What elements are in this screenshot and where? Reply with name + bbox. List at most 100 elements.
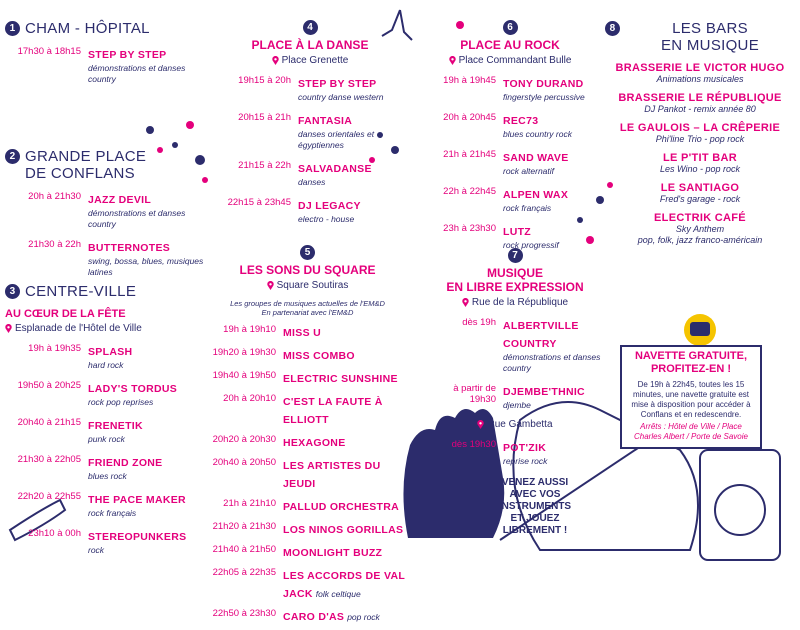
program-item: 21h à 21h10 PALLUD ORCHESTRA [200,497,415,515]
program-item: 19h à 19h10 MISS U [200,323,415,341]
act-description: blues rock [88,471,127,481]
pin-icon [448,56,456,65]
venue: Rue Gambetta [420,419,610,430]
act: SAND WAVE rock alternatif [503,148,569,177]
act: STEP BY STEP country danse western [298,74,384,103]
section-header: 8 LES BARS EN MUSIQUE [605,20,795,54]
program-item: 21h15 à 22h SALVADANSE danses [215,159,405,188]
pin-icon [266,281,274,290]
program-item: 19h40 à 19h50 ELECTRIC SUNSHINE [200,369,415,387]
shuttle-body: De 19h à 22h45, toutes les 15 minutes, u… [631,380,751,419]
act: LADY'S TORDUS rock pop reprises [88,379,177,408]
bar-description: Animations musicales [656,74,744,84]
act-name: STEREOPUNKERS [88,531,187,543]
bar-description: Les Wino - pop rock [660,164,740,174]
act: DJEMBE'THNIC djembe [503,382,585,411]
act-description: country danse western [298,92,384,102]
act: JAZZ DEVIL démonstrations et danses count… [88,190,210,230]
section-number: 3 [5,284,20,299]
venue-name: Rue Gambetta [487,419,553,430]
program-item: 20h40 à 20h50 LES ARTISTES DU JEUDI [200,456,415,492]
program-item: 22h50 à 23h30 CARO D'AS pop rock [200,607,415,625]
program-item: 22h20 à 22h55 THE PACE MAKER rock français [5,490,210,519]
act-description: démonstrations et danses country [503,352,601,373]
venue-name: Rue de la République [471,297,569,308]
bar-description: Sky Anthem [675,224,725,234]
program-item: 19h à 19h45 TONY DURAND fingerstyle percus… [420,74,600,103]
pin-icon [5,324,12,333]
time: 20h40 à 20h50 [212,457,276,468]
act-description: pop rock [347,612,380,622]
program-item: 19h50 à 20h25 LADY'S TORDUS rock pop repri… [5,379,210,408]
title-line: CHAM - HÔPITAL [25,20,150,37]
program-item: 20h15 à 21h FANTASIA danses orientales et … [215,111,405,151]
act-description: fingerstyle percussive [503,92,585,102]
shuttle-stops: Arrêts : Hôtel de Ville / Place Charles … [634,422,748,441]
section-number: 2 [5,149,20,164]
section: 1 CHAM - HÔPITAL 17h30 à 18h15 STEP BY STEP… [5,20,210,93]
act-description: reprise rock [503,456,548,466]
act-name: FRENETIK [88,420,143,432]
act-name: FANTASIA [298,115,353,127]
act-name: DJ LEGACY [298,200,361,212]
time: 22h20 à 22h55 [17,491,81,502]
time: dès 19h [462,317,496,328]
act: ALPEN WAX rock français [503,185,568,214]
act-description: blues country rock [503,129,572,139]
act-description: démonstrations et danses country [88,63,186,84]
act-name: LADY'S TORDUS [88,383,178,395]
act: MISS U [283,323,321,341]
program-item: 21h30 à 22h BUTTERNOTES swing, bossa, blue… [5,238,210,278]
act-description: rock français [88,508,137,518]
section: 4 PLACE À LA DANSE Place Grenette 19h15 à 2… [215,20,405,233]
section: 5 LES SONS DU SQUARE Square Soutiras Les gr… [200,245,415,630]
pin-icon [462,298,469,307]
time: à partir de 19h30 [453,383,496,405]
venue-name: Square Soutiras [276,280,349,291]
program-item: 23h10 à 00h STEREOPUNKERS rock [5,527,210,556]
closing-line: AVEC VOS [509,489,561,500]
time: 19h à 19h35 [28,343,81,354]
act-name: ELECTRIC SUNSHINE [283,373,398,385]
section-header: 3 CENTRE-VILLE [5,283,210,300]
section-number: 7 [507,248,523,263]
act-name: POT'ZIK [503,442,547,454]
act-name: BUTTERNOTES [88,242,171,254]
act-name: ALPEN WAX [503,189,569,201]
bar-name: BRASSERIE LE RÉPUBLIQUE [618,92,782,104]
act-name: MOONLIGHT BUZZ [283,547,383,559]
venue-name: Place Commandant Bulle [458,55,572,66]
bar-entry: LE SANTIAGO Fred's garage - rock [605,182,795,205]
venue-name: Esplanade de l'Hôtel de Ville [15,323,142,334]
program-item: 20h à 20h10 C'EST LA FAUTE À ELLIOTT [200,392,415,428]
act-name: SALVADANSE [298,163,372,175]
title-line: DE CONFLANS [25,165,135,182]
act-description: rock alternatif [503,166,555,176]
bar-name: LE SANTIAGO [660,182,740,194]
act: STEREOPUNKERS rock [88,527,186,556]
program-item: 20h à 21h30 JAZZ DEVIL démonstrations et d… [5,190,210,230]
program-item: 20h40 à 21h15 FRENETIK punk rock [5,416,210,445]
act-name: CARO D'AS [283,611,345,623]
program-item: 19h à 19h35 SPLASH hard rock [5,342,210,371]
pin-icon [477,420,485,429]
bar-name: BRASSERIE LE VICTOR HUGO [615,62,785,74]
act: SPLASH hard rock [88,342,132,371]
program-item: à partir de 19h30 DJEMBE'THNIC djembe [420,382,610,411]
bar-description: DJ Pankot - remix année 80 [644,104,756,114]
act: POT'ZIK reprise rock [503,438,547,467]
venue: Square Soutiras [200,280,415,291]
program-item: dès 19h ALBERTVILLE COUNTRY démonstrations… [420,316,610,374]
time: 21h20 à 21h30 [212,521,276,532]
title-line: EN MUSIQUE [660,37,759,54]
bar-name: LE P'TIT BAR [662,152,738,164]
shuttle-title: PROFITEZ-EN ! [650,363,732,375]
section: 2 GRANDE PLACE DE CONFLANS 20h à 21h30 JAZZ … [5,148,210,286]
program-item: 22h à 22h45 ALPEN WAX rock français [420,185,600,214]
act-name: PALLUD ORCHESTRA [283,501,400,513]
program-item: 21h à 21h45 SAND WAVE rock alternatif [420,148,600,177]
time: 20h à 20h45 [443,112,496,123]
act-name: FRIEND ZONE [88,457,163,469]
act-description: danses orientales et égyptiennes [298,129,375,150]
act: REC73 blues country rock [503,111,572,140]
